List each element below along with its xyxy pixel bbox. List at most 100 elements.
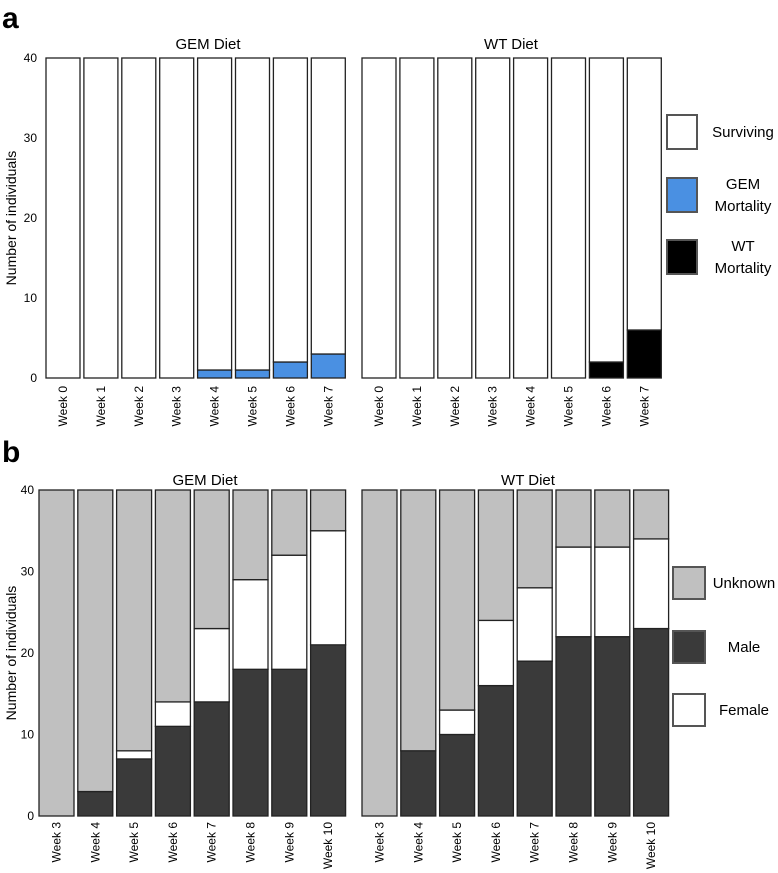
- x-tick-label: Week 10: [321, 822, 335, 869]
- bar-segment-surviving: [475, 57, 511, 379]
- x-tick-label: Week 6: [283, 386, 297, 427]
- bar-segment-female: [632, 538, 670, 630]
- x-tick-label: Week 2: [448, 386, 462, 427]
- bar-segment-surviving: [83, 57, 119, 379]
- bar-segment-unknown: [400, 489, 437, 752]
- bar-segment-female: [555, 546, 592, 638]
- facet-title: WT Diet: [484, 36, 539, 53]
- bar-segment-unknown: [77, 489, 114, 793]
- bar-segment-male: [400, 750, 437, 817]
- bar-segment-unknown: [477, 489, 515, 622]
- bar-segment-surviving: [310, 57, 346, 355]
- bar-segment-female: [309, 530, 347, 646]
- bar-segment-unknown: [154, 489, 192, 703]
- x-tick-label: Week 1: [94, 386, 108, 427]
- x-tick-label: Week 8: [567, 822, 581, 863]
- y-tick-label: 30: [21, 565, 35, 579]
- bar-segment-unknown: [555, 489, 592, 548]
- x-tick-label: Week 2: [132, 386, 146, 427]
- x-tick-label: Week 4: [88, 822, 102, 863]
- x-tick-label: Week 4: [524, 386, 538, 427]
- x-tick-label: Week 7: [528, 822, 542, 863]
- bar-segment-wt-mortality: [626, 329, 662, 379]
- bar-segment-male: [271, 668, 308, 817]
- legend-label: Surviving: [712, 124, 774, 141]
- x-tick-label: Week 5: [562, 386, 576, 427]
- bar-segment-unknown: [438, 489, 476, 711]
- bar-segment-surviving: [588, 57, 625, 363]
- y-axis-title: Number of individuals: [3, 586, 19, 721]
- bar-segment-unknown: [38, 489, 75, 817]
- bar-segment-surviving: [272, 57, 309, 363]
- legend-swatch-female: [672, 693, 706, 727]
- facet-title: WT Diet: [501, 472, 556, 489]
- bar-segment-female: [154, 701, 192, 728]
- bar-segment-gem-mortality: [196, 369, 233, 379]
- bar-segment-female: [232, 579, 269, 670]
- bar-segment-male: [77, 790, 114, 817]
- bar-segment-female: [477, 619, 515, 687]
- y-tick-label: 40: [24, 51, 38, 65]
- legend-label: Male: [728, 639, 761, 656]
- legend-swatch-gem-mortality: [666, 177, 698, 213]
- x-tick-label: Week 7: [205, 822, 219, 863]
- bar-segment-surviving: [626, 57, 662, 331]
- facet-title: GEM Diet: [172, 472, 238, 489]
- y-tick-label: 20: [24, 211, 38, 225]
- bar-segment-male: [438, 733, 476, 817]
- x-tick-label: Week 3: [373, 822, 387, 863]
- x-tick-label: Week 5: [450, 822, 464, 863]
- bar-segment-surviving: [437, 57, 473, 379]
- bar-segment-unknown: [361, 489, 398, 817]
- x-tick-label: Week 0: [372, 386, 386, 427]
- y-tick-label: 10: [24, 291, 38, 305]
- panel-letter: b: [2, 436, 20, 469]
- legend-label: Mortality: [715, 198, 772, 215]
- bar-segment-unknown: [271, 489, 308, 556]
- x-tick-label: Week 0: [56, 386, 70, 427]
- bar-segment-male: [154, 725, 192, 817]
- x-tick-label: Week 1: [410, 386, 424, 427]
- legend-label: Female: [719, 702, 769, 719]
- bar-segment-unknown: [115, 489, 153, 752]
- bar-segment-wt-mortality: [588, 361, 625, 379]
- bar-segment-unknown: [594, 489, 631, 548]
- legend-swatch-unknown: [672, 566, 706, 600]
- x-tick-label: Week 9: [282, 822, 296, 863]
- x-tick-label: Week 6: [489, 822, 503, 863]
- bar-segment-unknown: [516, 489, 553, 589]
- bar-segment-male: [477, 684, 515, 817]
- legend-label: GEM: [726, 176, 760, 193]
- bar-segment-female: [271, 554, 308, 670]
- x-tick-label: Week 4: [411, 822, 425, 863]
- bar-segment-female: [516, 587, 553, 662]
- bar-segment-female: [438, 709, 476, 736]
- legend-label: WT: [731, 238, 754, 255]
- bar-segment-male: [594, 636, 631, 817]
- panel-letter: a: [2, 2, 19, 35]
- x-tick-label: Week 3: [170, 386, 184, 427]
- x-tick-label: Week 7: [637, 386, 651, 427]
- bar-segment-female: [115, 750, 153, 760]
- y-tick-label: 40: [21, 483, 35, 497]
- bar-segment-male: [193, 701, 230, 817]
- x-tick-label: Week 3: [486, 386, 500, 427]
- bar-segment-surviving: [512, 57, 549, 379]
- bar-segment-male: [555, 636, 592, 817]
- bar-segment-female: [594, 546, 631, 638]
- x-tick-label: Week 9: [605, 822, 619, 863]
- bar-segment-male: [309, 644, 347, 817]
- legend-swatch-surviving: [666, 114, 698, 150]
- x-tick-label: Week 5: [127, 822, 141, 863]
- y-tick-label: 30: [24, 131, 38, 145]
- y-tick-label: 10: [21, 728, 35, 742]
- y-tick-label: 0: [30, 371, 37, 385]
- legend-label: Mortality: [715, 260, 772, 277]
- x-tick-label: Week 5: [246, 386, 260, 427]
- legend-swatch-wt-mortality: [666, 239, 698, 275]
- bar-segment-male: [632, 627, 670, 817]
- x-tick-label: Week 10: [644, 822, 658, 869]
- bar-segment-male: [115, 758, 153, 817]
- x-tick-label: Week 6: [166, 822, 180, 863]
